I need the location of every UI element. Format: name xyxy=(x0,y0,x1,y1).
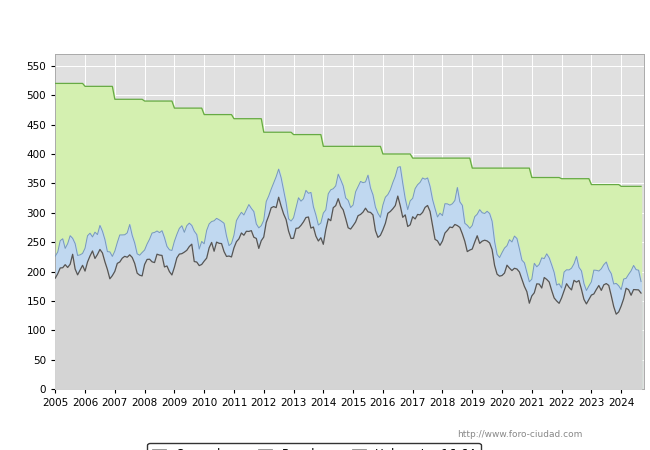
Legend: Ocupados, Parados, Hab. entre 16-64: Ocupados, Parados, Hab. entre 16-64 xyxy=(148,443,481,450)
Text: Castrocontrigo - Evolucion de la poblacion en edad de Trabajar Septiembre de 202: Castrocontrigo - Evolucion de la poblaci… xyxy=(31,19,619,32)
Text: http://www.foro-ciudad.com: http://www.foro-ciudad.com xyxy=(458,430,582,439)
